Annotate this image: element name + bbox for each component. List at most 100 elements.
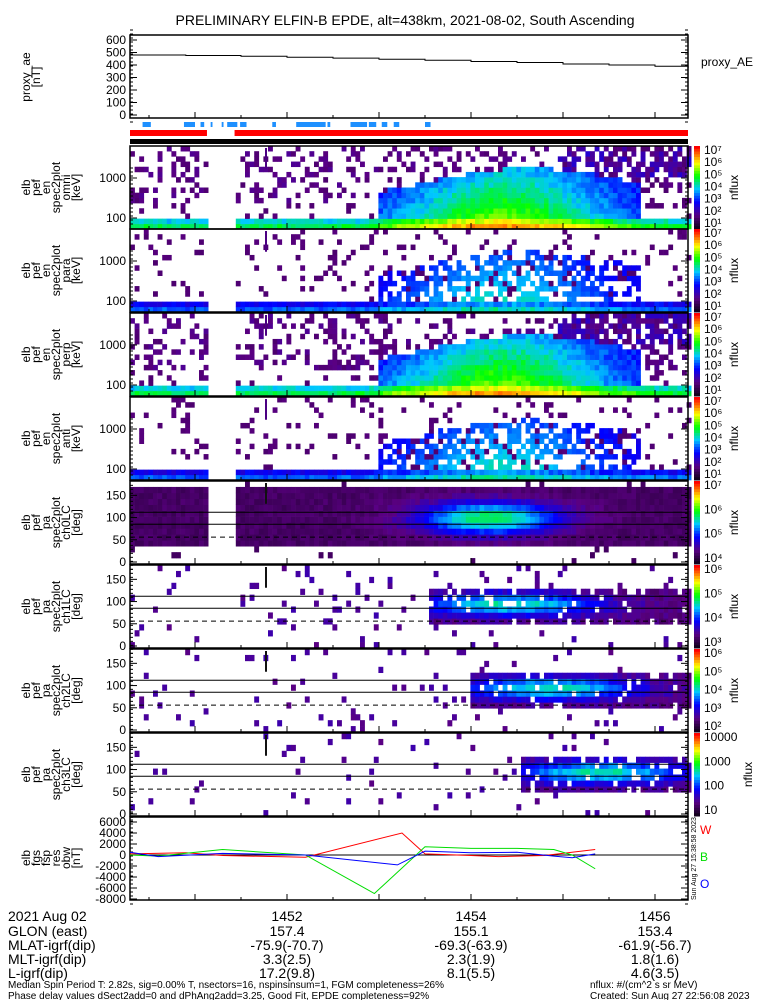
- spectrogram-cell: [157, 151, 163, 157]
- colorbar-segment: [694, 373, 700, 378]
- spectrogram-cell: [185, 166, 191, 173]
- spectrogram-cell: [272, 469, 278, 476]
- spectrogram-cell: [346, 203, 352, 209]
- spectrogram-cell: [594, 433, 600, 439]
- spectrogram-cell: [613, 349, 618, 355]
- spectrogram-cell: [631, 318, 637, 324]
- spectrogram-cell: [286, 528, 292, 535]
- spectrogram-cell: [332, 433, 338, 439]
- spectrogram-cell: [488, 375, 494, 381]
- spectrogram-cell: [640, 301, 646, 308]
- spectrogram-cell: [429, 385, 434, 392]
- spectrogram-cell: [383, 208, 388, 214]
- spectrogram-cell: [452, 385, 457, 392]
- spectrogram-cell: [249, 349, 255, 355]
- spectrogram-cell: [617, 510, 623, 517]
- colorbar-segment: [694, 313, 700, 317]
- spectrogram-cell: [511, 474, 517, 481]
- spectrogram-cell: [631, 192, 637, 199]
- spectrogram-cell: [557, 498, 563, 506]
- spectrogram-cell: [240, 486, 246, 494]
- spectrogram-cell: [470, 504, 476, 511]
- spectrogram-cell: [235, 197, 241, 204]
- spectrogram-cell: [502, 192, 508, 199]
- spectrogram-cell: [622, 516, 628, 523]
- spectrogram-cell: [511, 260, 517, 266]
- spectrogram-cell: [516, 166, 522, 173]
- spectrogram-cell: [493, 192, 499, 199]
- spectrogram-cell: [470, 540, 476, 547]
- spectrogram-cell: [608, 161, 614, 168]
- spectrogram-cell: [594, 338, 600, 345]
- spectrogram-cell: [470, 306, 476, 313]
- spectrogram-cell: [649, 349, 655, 355]
- spectrogram-cell: [654, 318, 660, 324]
- spectrogram-cell: [534, 364, 540, 371]
- spectrogram-cell: [148, 516, 154, 523]
- spectrogram-cell: [157, 422, 163, 429]
- spectrogram-cell: [429, 464, 434, 470]
- spectrogram-cell: [562, 265, 568, 271]
- spectrogram-cell: [442, 344, 448, 350]
- spectrogram-cell: [461, 203, 467, 209]
- spectrogram-cell: [148, 380, 154, 386]
- spectrogram-cell: [465, 171, 471, 178]
- spectrogram-cell: [649, 333, 655, 340]
- spectrogram-cell: [387, 380, 393, 386]
- spectrogram-cell: [392, 528, 398, 535]
- spectrogram-cell: [571, 498, 577, 506]
- spectrogram-cell: [502, 286, 508, 292]
- spectrogram-cell: [410, 359, 416, 366]
- spectrogram-cell: [649, 318, 655, 324]
- spectrogram-cell: [594, 385, 600, 392]
- spectrogram-cell: [521, 223, 526, 230]
- spectrogram-cell: [659, 359, 664, 366]
- spectrogram-cell: [493, 187, 499, 193]
- spectrogram-cell: [203, 510, 209, 517]
- spectrogram-cell: [424, 528, 430, 535]
- spectrogram-cell: [553, 270, 559, 276]
- spectrogram-cell: [645, 516, 651, 523]
- spectrogram-cell: [171, 407, 177, 413]
- spectrogram-cell: [424, 197, 430, 204]
- spectrogram-cell: [134, 323, 140, 329]
- spectrogram-cell: [465, 516, 471, 523]
- spectrogram-cell: [507, 192, 513, 199]
- spectrogram-cell: [461, 364, 467, 371]
- spectrogram-cell: [590, 504, 595, 511]
- spectrogram-cell: [438, 448, 444, 455]
- spectrogram-cell: [544, 380, 549, 386]
- spectrogram-cell: [475, 197, 480, 204]
- spectrogram-cell: [562, 218, 568, 225]
- spectrogram-cell: [636, 390, 641, 397]
- spectrogram-cell: [415, 280, 421, 287]
- spectrogram-cell: [539, 422, 545, 429]
- spectrogram-cell: [456, 151, 462, 157]
- spectrogram-cell: [286, 504, 292, 511]
- spectrogram-cell: [139, 498, 145, 506]
- colorbar-segment: [694, 348, 700, 353]
- spectrogram-cell: [544, 338, 549, 345]
- spectrogram-cell: [659, 385, 664, 392]
- spectrogram-cell: [507, 328, 513, 335]
- colorbar-segment: [694, 300, 700, 305]
- spectrogram-cell: [668, 306, 674, 313]
- spectrogram-cell: [341, 364, 347, 371]
- spectrogram-cell: [567, 333, 572, 340]
- spectrogram-cell: [176, 301, 181, 308]
- spectrogram-cell: [327, 333, 333, 340]
- spectrogram-cell: [171, 192, 177, 199]
- spectrogram-cell: [433, 291, 439, 297]
- spectrogram-cell: [521, 510, 526, 517]
- spectrogram-cell: [608, 528, 614, 535]
- spectrogram-cell: [277, 338, 283, 345]
- spectrogram-cell: [493, 349, 499, 355]
- spectrogram-cell: [613, 359, 618, 366]
- spectrogram-cell: [203, 390, 209, 397]
- spectrogram-cell: [438, 364, 444, 371]
- spectrogram-cell: [608, 385, 614, 392]
- spectrogram-cell: [406, 443, 411, 450]
- spectrogram-cell: [498, 161, 503, 168]
- spectrogram-cell: [162, 223, 168, 230]
- spectrogram-cell: [576, 522, 582, 529]
